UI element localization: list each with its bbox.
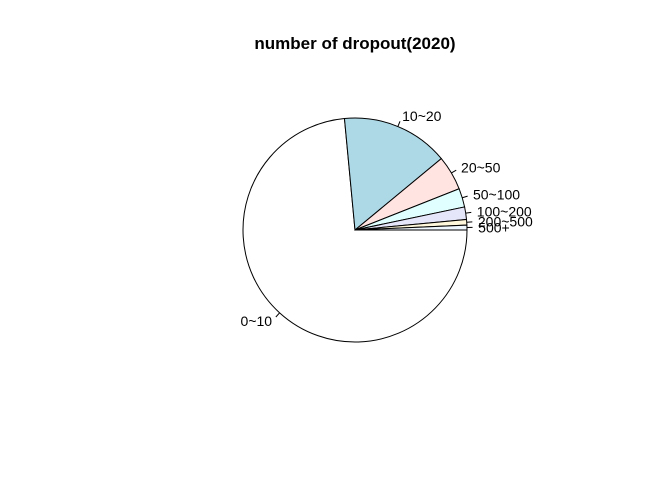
label-tick-20-50 (451, 169, 457, 174)
slice-label-0-10: 0~10 (241, 313, 273, 329)
pie-slices (242, 117, 468, 343)
label-tick-100-200 (465, 211, 472, 214)
slice-label-100-200: 100~200 (477, 203, 532, 219)
label-tick-50-100 (462, 195, 468, 199)
slice-label-200-500: 200~500 (478, 213, 533, 229)
slice-label-50-100: 50~100 (473, 187, 520, 203)
label-tick-0-10 (275, 312, 280, 318)
slice-label-10-20: 10~20 (402, 108, 442, 124)
label-tick-10-20 (397, 121, 401, 127)
pie-slice-10-20 (343, 117, 443, 231)
chart-title: number of dropout(2020) (254, 34, 455, 53)
slice-label-20-50: 20~50 (461, 159, 501, 175)
slice-label-500: 500+ (478, 219, 510, 235)
